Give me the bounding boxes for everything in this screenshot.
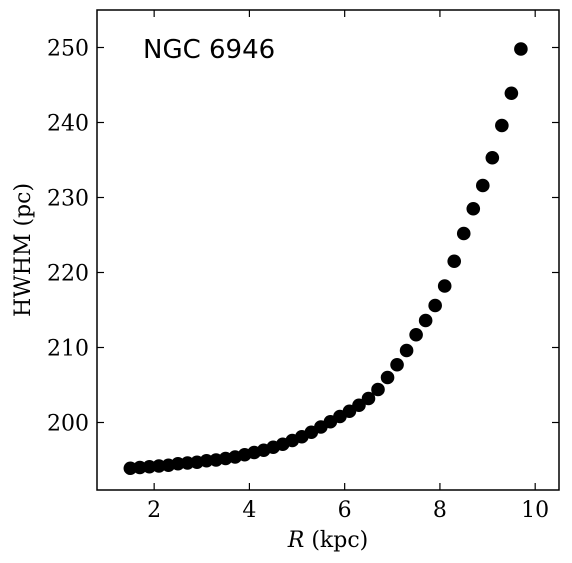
y-tick-label: 210 xyxy=(47,337,89,362)
data-point xyxy=(352,398,366,413)
data-points xyxy=(123,42,528,476)
data-point xyxy=(447,254,462,269)
data-point xyxy=(399,343,414,358)
y-tick-label: 200 xyxy=(47,412,89,437)
data-point xyxy=(456,226,471,241)
y-tick-label: 250 xyxy=(47,37,89,62)
data-point xyxy=(390,357,404,372)
data-point xyxy=(371,382,385,397)
plot-frame xyxy=(96,9,560,491)
y-tick-label: 220 xyxy=(47,262,89,287)
data-point xyxy=(475,178,490,193)
x-axis-ticks: 2 4 6 8 10 xyxy=(147,10,549,523)
data-point xyxy=(514,42,528,56)
data-point xyxy=(485,150,500,165)
data-point xyxy=(495,118,509,133)
y-axis-label: HWHM (pc) xyxy=(11,183,36,317)
data-point xyxy=(409,327,423,342)
chart-annotation: NGC 6946 xyxy=(143,35,275,65)
x-axis-label: R (kpc) xyxy=(287,528,368,553)
x-tick-label: 10 xyxy=(521,498,549,523)
x-tick-label: 2 xyxy=(147,498,161,523)
data-point xyxy=(437,279,452,293)
y-axis-ticks: 200 210 220 230 240 250 xyxy=(47,37,559,437)
y-tick-label: 230 xyxy=(47,187,89,212)
y-tick-label: 240 xyxy=(47,112,89,137)
data-point xyxy=(361,391,376,406)
data-point xyxy=(504,86,519,101)
x-tick-label: 4 xyxy=(242,498,256,523)
x-tick-label: 8 xyxy=(433,498,447,523)
x-tick-label: 6 xyxy=(338,498,352,523)
data-point xyxy=(466,201,481,216)
data-point xyxy=(428,298,442,313)
data-point xyxy=(380,370,395,385)
x-axis-label-variable: R xyxy=(287,528,305,553)
data-point xyxy=(418,313,433,328)
x-axis-label-unit: (kpc) xyxy=(304,528,368,553)
